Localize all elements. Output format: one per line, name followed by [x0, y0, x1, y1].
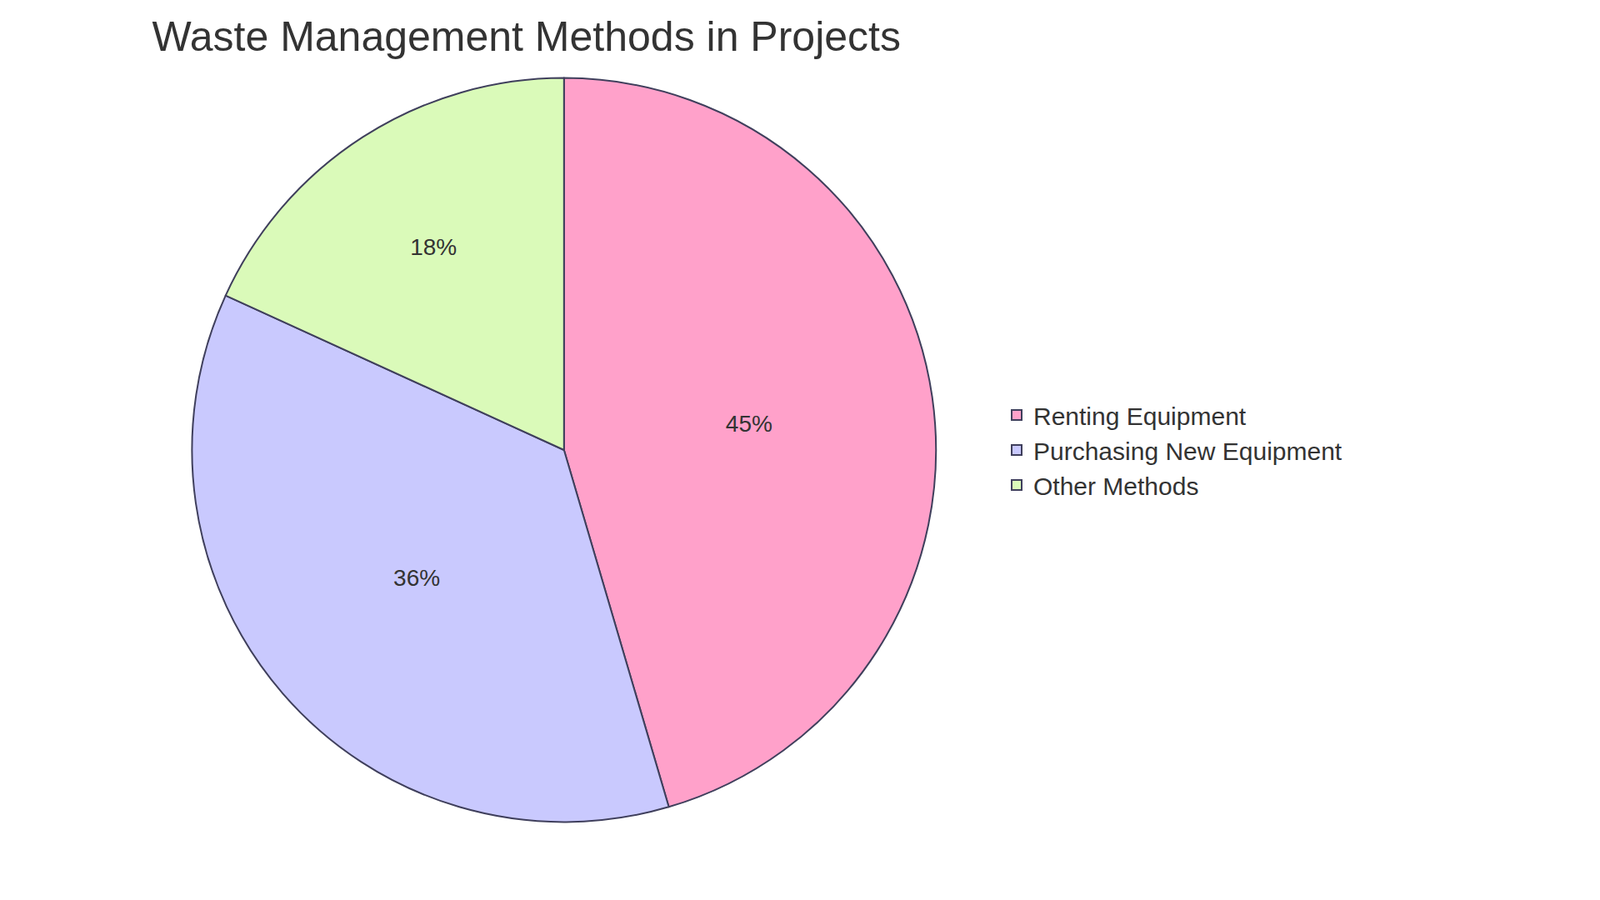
- svg-text:45%: 45%: [725, 410, 773, 437]
- svg-text:36%: 36%: [393, 565, 440, 591]
- svg-text:Other Methods: Other Methods: [1033, 472, 1199, 500]
- svg-text:Renting Equipment: Renting Equipment: [1033, 402, 1247, 430]
- svg-text:Waste Management Methods in Pr: Waste Management Methods in Projects: [151, 13, 901, 60]
- svg-text:18%: 18%: [410, 234, 457, 260]
- svg-text:Purchasing New Equipment: Purchasing New Equipment: [1033, 437, 1343, 465]
